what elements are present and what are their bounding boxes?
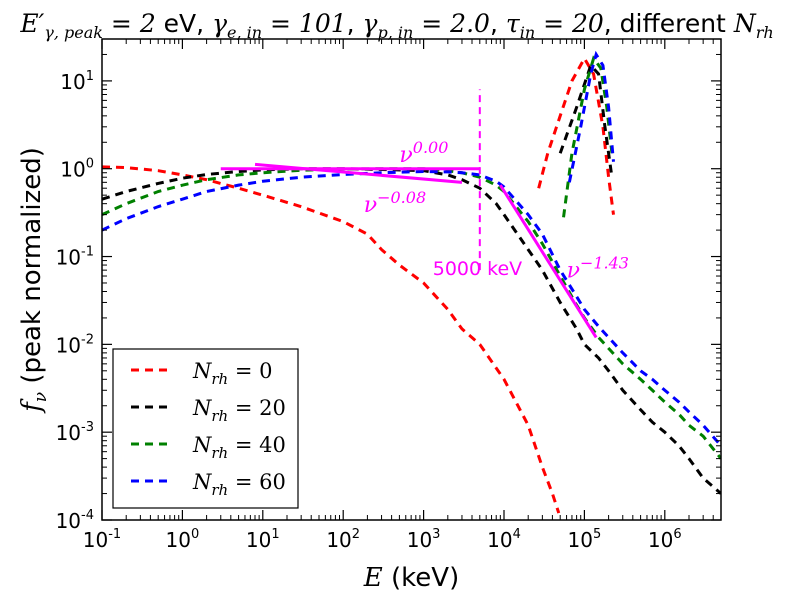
x-tick-label: 103 <box>407 527 441 552</box>
series-3-segment-1 <box>567 50 615 183</box>
legend-entry-label: Nrh = 40 <box>192 433 286 462</box>
axis-labels: E (keV) fν (peak normalized) <box>17 147 459 593</box>
x-axis-ticks: 10-1 100 101 102 103 104 105 106 <box>83 39 722 552</box>
fit-nu-minus-0.08 <box>254 162 463 184</box>
series-1-segment-1 <box>558 62 614 178</box>
legend-entry-label: Nrh = 60 <box>192 470 286 499</box>
x-tick-label: 101 <box>246 527 280 552</box>
x-tick-label: 106 <box>648 527 682 552</box>
y-axis-label: fν (peak normalized) <box>17 147 51 414</box>
y-tick-label: 10-2 <box>56 332 94 357</box>
series-3-segment-0 <box>102 169 721 447</box>
annotation-5000-keV: 5000 keV <box>433 258 522 280</box>
series-layer <box>102 50 721 514</box>
y-tick-label: 101 <box>60 69 94 94</box>
series-0-segment-1 <box>537 55 615 215</box>
x-tick-label: 10-1 <box>83 527 121 552</box>
y-tick-label: 10-3 <box>56 420 94 445</box>
x-axis-label: E (keV) <box>363 563 459 593</box>
annotation-nu-minus-0.08: ν−0.08 <box>364 188 426 218</box>
legend: Nrh = 0 Nrh = 20 Nrh = 40 Nrh = 60 <box>112 348 299 509</box>
annotation-nu-minus-1.43: ν−1.43 <box>567 253 629 283</box>
fit-nu-minus-1.43 <box>499 184 598 339</box>
series-1-segment-0 <box>102 167 721 495</box>
title-text: E′γ, peak = 2 eV, γe, in = 101, γp, in =… <box>19 9 773 42</box>
y-tick-label: 100 <box>60 157 94 182</box>
legend-entry-label: Nrh = 20 <box>192 396 286 425</box>
x-tick-label: 100 <box>166 527 200 552</box>
legend-box <box>112 348 299 509</box>
x-tick-label: 102 <box>326 527 360 552</box>
y-tick-label: 10-1 <box>56 245 94 270</box>
chart-title: E′γ, peak = 2 eV, γe, in = 101, γp, in =… <box>19 9 773 42</box>
annotation-nu-0.00: ν0.00 <box>399 138 448 168</box>
y-tick-label: 10-4 <box>56 508 94 533</box>
fit-lines-layer <box>220 89 598 339</box>
legend-entry-label: Nrh = 0 <box>192 359 273 388</box>
x-tick-label: 104 <box>487 527 521 552</box>
x-tick-label: 105 <box>568 527 602 552</box>
y-axis-ticks: 10-4 10-3 10-2 10-1 100 101 <box>56 38 721 533</box>
annotations-layer: ν0.00 ν−0.08 5000 keV ν−1.43 <box>364 138 629 284</box>
